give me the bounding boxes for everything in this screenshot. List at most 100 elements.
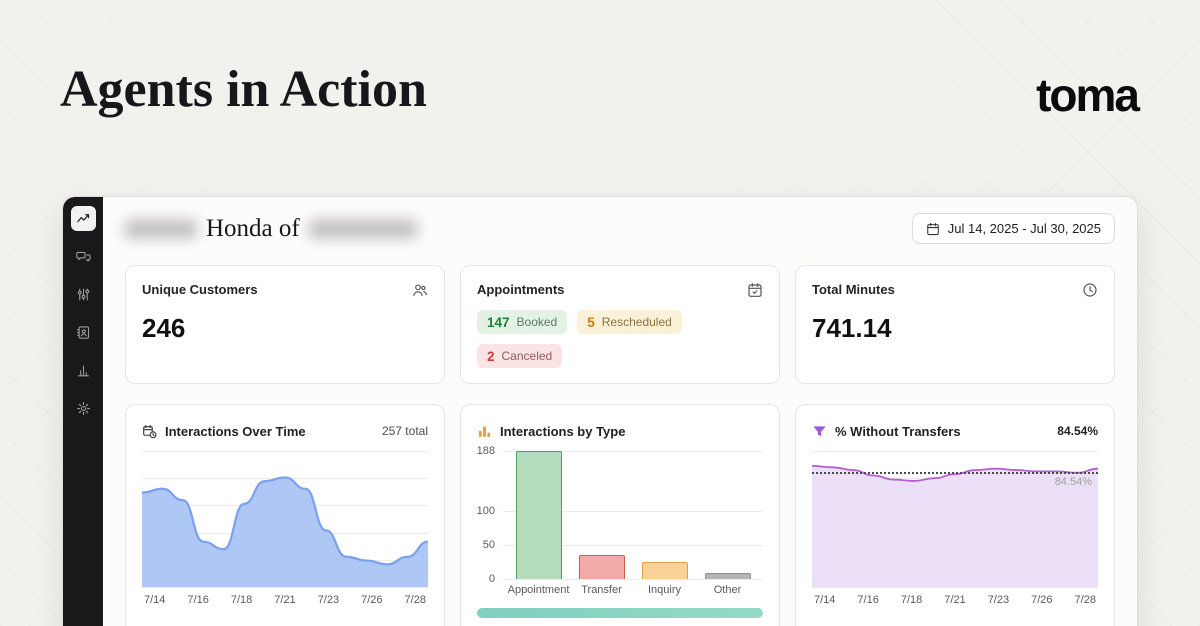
bar-label: Transfer (581, 584, 622, 596)
bar-appointment (515, 451, 562, 579)
x-axis-tick: 7/14 (144, 594, 166, 606)
trend-up-icon (76, 214, 89, 223)
dashboard-main: Honda of Jul 14, 2025 - Jul 30, 2025 Uni… (103, 197, 1137, 626)
chart-title-wrap: Interactions by Type (477, 424, 625, 439)
dealer-name: Honda of (206, 214, 300, 242)
date-range-label: Jul 14, 2025 - Jul 30, 2025 (947, 221, 1101, 236)
bars-wrap (503, 451, 763, 579)
gridline (142, 587, 428, 588)
funnel-icon (813, 425, 826, 436)
x-axis-tick: 7/28 (1074, 594, 1096, 606)
bar-column (570, 451, 633, 579)
stat-value: 741.14 (812, 313, 892, 343)
appointment-badges: 147 Booked 5 Rescheduled 2 Canceled (477, 310, 752, 368)
chart-percent: 84.54% (1057, 424, 1098, 438)
y-axis-tick: 50 (482, 538, 495, 551)
x-axis-tick: 7/18 (230, 594, 253, 606)
chart-title: % Without Transfers (835, 423, 961, 439)
sidebar-item-settings[interactable] (71, 396, 96, 421)
without-transfers-line (812, 451, 1098, 587)
bar-inquiry (641, 561, 688, 579)
bar-chart-body: 0 50 100 188 (476, 445, 763, 585)
sliders-icon (77, 288, 89, 301)
users-icon (413, 284, 427, 296)
y-axis-tick: 100 (476, 504, 495, 517)
x-axis: 7/14 7/16 7/18 7/21 7/23 7/26 7/28 (812, 594, 1098, 606)
x-axis: Appointment Transfer Inquiry Other (503, 584, 763, 596)
chat-icon (75, 251, 91, 262)
badge-rescheduled: 5 Rescheduled (577, 310, 682, 334)
date-range-picker[interactable]: Jul 14, 2025 - Jul 30, 2025 (911, 213, 1115, 244)
x-axis-tick: 7/16 (187, 594, 209, 606)
x-axis-tick: 7/26 (361, 594, 383, 606)
y-axis-tick: 0 (488, 573, 495, 585)
bar-column (696, 451, 759, 579)
y-axis-tick: 188 (476, 445, 495, 457)
without-transfers-chart: 84.54% (812, 451, 1098, 588)
gridline (503, 579, 763, 580)
chart-title: Interactions by Type (500, 423, 626, 439)
x-axis-tick: 7/21 (274, 594, 296, 606)
gridline (503, 451, 763, 452)
chart-header: % Without Transfers 84.54% (812, 421, 1098, 441)
chart-header: Interactions by Type (477, 421, 763, 441)
calendar-icon (926, 222, 939, 235)
sidebar-item-analytics[interactable] (70, 206, 96, 231)
average-line-label: 84.54% (1054, 476, 1092, 489)
interactions-by-type-card: Interactions by Type 0 50 100 188 Appointme… (460, 404, 780, 626)
bar-label: Appointment (507, 584, 570, 596)
sidebar-item-contacts[interactable] (71, 320, 96, 345)
appointments-card: Appointments 147 Booked 5 Rescheduled 2 … (460, 265, 780, 384)
card-header: Total Minutes (812, 282, 1098, 298)
clock-icon (1083, 283, 1097, 297)
chart-header: Interactions Over Time 257 total (142, 421, 428, 441)
bar-chart-icon (478, 426, 491, 437)
chart-title-wrap: Interactions Over Time (142, 424, 306, 439)
redacted-text-left (125, 219, 197, 238)
bar-label: Inquiry (647, 584, 682, 596)
average-dashed-line (812, 472, 1098, 475)
sidebar-item-reports[interactable] (71, 358, 96, 383)
gridline (503, 510, 763, 512)
gridline (142, 451, 428, 452)
stat-label: Unique Customers (142, 282, 258, 297)
badge-label: Canceled (501, 349, 553, 363)
without-transfers-card: % Without Transfers 84.54% 84.54% 7/14 7/… (795, 404, 1115, 626)
calendar-clock-icon (143, 424, 157, 438)
badge-label: Booked (516, 315, 558, 329)
x-axis-tick: 7/23 (317, 594, 340, 606)
cutoff-teal-element (477, 608, 763, 618)
main-header: Honda of Jul 14, 2025 - Jul 30, 2025 (125, 213, 1115, 244)
stats-row: Unique Customers 246 Appointments 147 Bo… (125, 265, 1115, 384)
sidebar-item-conversations[interactable] (71, 244, 96, 269)
sidebar-item-controls[interactable] (71, 282, 96, 307)
stat-label: Total Minutes (812, 282, 895, 297)
x-axis-tick: 7/21 (944, 594, 966, 606)
bar-transfer (578, 555, 625, 579)
badge-booked: 147 Booked (477, 310, 568, 334)
page-title: Agents in Action (60, 61, 427, 118)
chart-total: 257 total (381, 424, 428, 438)
x-axis-tick: 7/28 (404, 594, 426, 606)
x-axis-tick: 7/18 (900, 594, 923, 606)
dealer-title: Honda of (125, 215, 417, 243)
interactions-over-time-card: Interactions Over Time 257 total 7/14 7/1… (125, 404, 445, 626)
unique-customers-card: Unique Customers 246 (125, 265, 445, 384)
x-axis-tick: 7/14 (814, 594, 836, 606)
bar-column (633, 451, 696, 579)
interactions-over-time-chart (142, 451, 428, 588)
stat-value: 246 (142, 313, 186, 343)
sidebar (63, 197, 103, 626)
gear-icon (76, 402, 90, 415)
chart-title: Interactions Over Time (165, 423, 306, 439)
badge-value: 5 (587, 314, 595, 330)
gridline (812, 451, 1098, 452)
x-axis-tick: 7/16 (857, 594, 879, 606)
contacts-icon (76, 326, 89, 339)
interactions-over-time-area (142, 451, 428, 587)
bar-chart-icon (77, 365, 89, 377)
gridline (812, 587, 1098, 588)
charts-row: Interactions Over Time 257 total 7/14 7/1… (125, 404, 1115, 626)
gridline (503, 544, 763, 546)
badge-value: 2 (487, 348, 495, 364)
